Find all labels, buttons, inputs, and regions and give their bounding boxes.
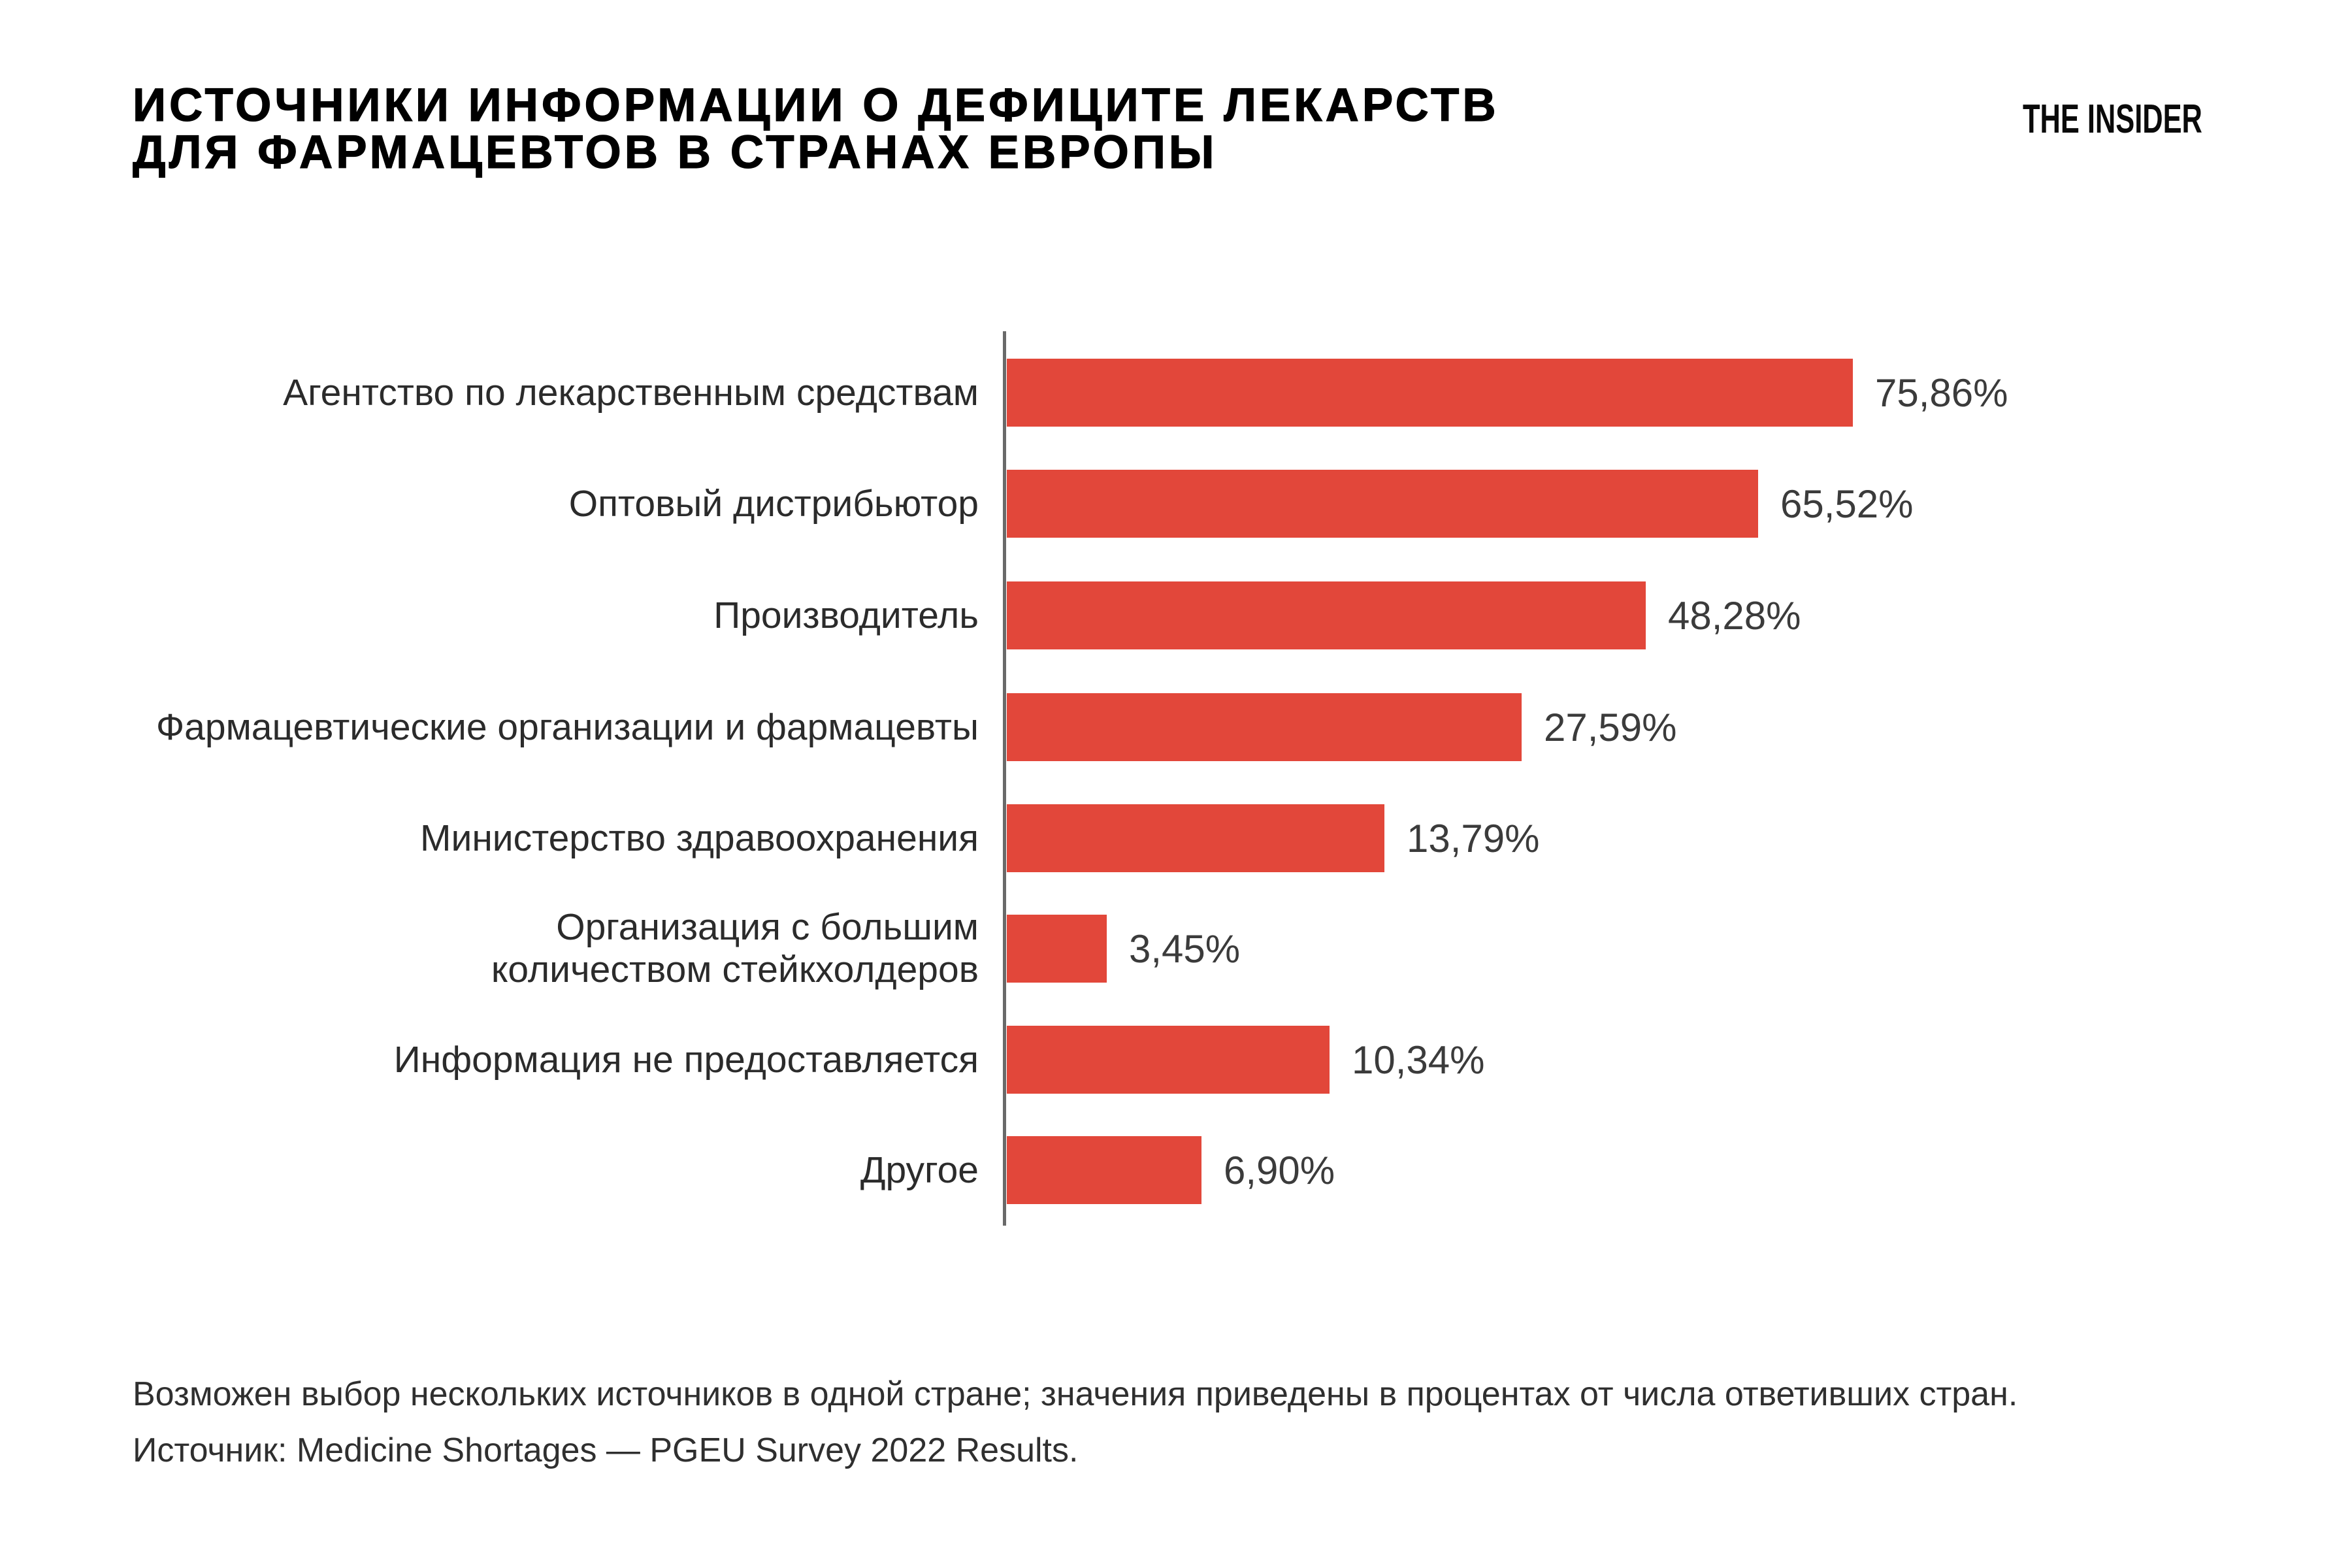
page-title: ИСТОЧНИКИ ИНФОРМАЦИИ О ДЕФИЦИТЕ ЛЕКАРСТВ… <box>132 80 1499 178</box>
bar-row: Организация с большим количеством стейкх… <box>0 906 2352 990</box>
footer-source: Источник: Medicine Shortages — PGEU Surv… <box>133 1431 1079 1469</box>
bar <box>1007 693 1522 761</box>
bar-row: Фармацевтические организации и фармацевт… <box>0 693 2352 761</box>
bar <box>1007 581 1646 649</box>
bar-label: Производитель <box>713 594 979 636</box>
bar-value: 13,79% <box>1407 816 1540 860</box>
footer-note: Возможен выбор нескольких источников в о… <box>133 1375 2018 1413</box>
bar-label: Организация с большим количеством стейкх… <box>491 906 979 990</box>
bar-value: 3,45% <box>1129 926 1241 971</box>
the-insider-logo: THE INSIDER <box>2023 97 2202 142</box>
bar-label: Другое <box>860 1149 979 1191</box>
bar-row: Министерство здравоохранения 13,79% <box>0 804 2352 872</box>
bar-row: Оптовый дистрибьютор 65,52% <box>0 470 2352 538</box>
bar-label: Информация не предоставляется <box>393 1038 979 1081</box>
bar <box>1007 470 1758 538</box>
bar-value: 6,90% <box>1224 1148 1335 1192</box>
page-title-line2: ДЛЯ ФАРМАЦЕВТОВ В СТРАНАХ ЕВРОПЫ <box>132 127 1218 178</box>
bar-value: 27,59% <box>1544 705 1677 749</box>
bar <box>1007 1136 1201 1204</box>
bar-row: Производитель 48,28% <box>0 581 2352 649</box>
bar-value: 65,52% <box>1780 482 1914 526</box>
page-title-line1: ИСТОЧНИКИ ИНФОРМАЦИИ О ДЕФИЦИТЕ ЛЕКАРСТВ <box>132 80 1499 131</box>
bar-value: 10,34% <box>1352 1037 1485 1082</box>
bar-label: Фармацевтические организации и фармацевт… <box>155 706 979 748</box>
bar-row: Другое 6,90% <box>0 1136 2352 1204</box>
bar <box>1007 359 1853 427</box>
bar-value: 48,28% <box>1668 593 1801 638</box>
bar <box>1007 1026 1330 1094</box>
bar-row: Информация не предоставляется 10,34% <box>0 1026 2352 1094</box>
bar <box>1007 915 1107 983</box>
vertical-axis-line <box>1003 331 1006 1226</box>
bar-value: 75,86% <box>1875 370 2008 415</box>
bar <box>1007 804 1384 872</box>
bar-label: Оптовый дистрибьютор <box>568 482 979 525</box>
bar-label: Агентство по лекарственным средствам <box>283 371 979 414</box>
bar-label: Министерство здравоохранения <box>420 817 979 859</box>
bar-row: Агентство по лекарственным средствам 75,… <box>0 359 2352 427</box>
